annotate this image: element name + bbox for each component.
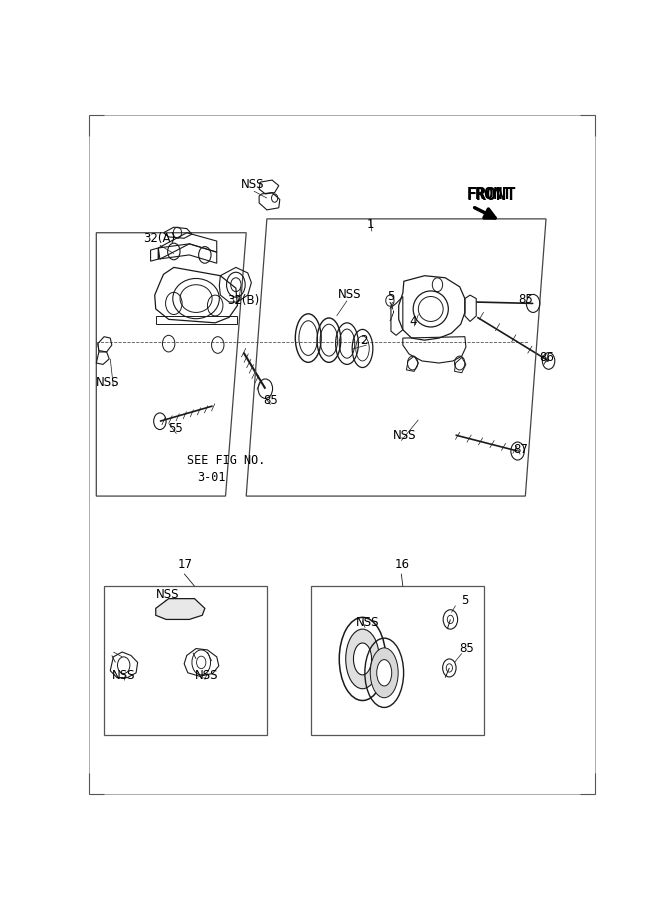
- Text: 3-01: 3-01: [197, 471, 225, 483]
- Text: NSS: NSS: [195, 669, 218, 682]
- Bar: [311, 586, 484, 735]
- Text: 2: 2: [360, 334, 368, 347]
- Text: 5: 5: [461, 594, 468, 607]
- Text: NSS: NSS: [338, 288, 362, 301]
- Text: 32(B): 32(B): [227, 294, 259, 307]
- Text: 4: 4: [409, 315, 416, 328]
- Text: NSS: NSS: [241, 178, 265, 191]
- Text: 87: 87: [514, 443, 528, 456]
- Text: 5: 5: [388, 291, 395, 303]
- Text: FRONT: FRONT: [467, 187, 512, 202]
- Ellipse shape: [354, 643, 372, 675]
- Text: FRONT: FRONT: [467, 185, 517, 203]
- Text: NSS: NSS: [356, 616, 380, 629]
- Bar: [104, 586, 267, 735]
- Text: 85: 85: [263, 394, 278, 408]
- Text: 85: 85: [519, 292, 534, 305]
- Text: NSS: NSS: [96, 375, 120, 389]
- Text: NSS: NSS: [392, 429, 416, 442]
- Text: 16: 16: [395, 558, 410, 571]
- Ellipse shape: [377, 660, 392, 686]
- Ellipse shape: [346, 629, 380, 688]
- Ellipse shape: [370, 648, 398, 698]
- Text: 1: 1: [367, 219, 374, 231]
- Text: 17: 17: [177, 558, 193, 571]
- Polygon shape: [156, 598, 205, 619]
- Text: NSS: NSS: [112, 669, 135, 682]
- Text: 32(A): 32(A): [143, 232, 175, 245]
- Text: 86: 86: [540, 351, 554, 364]
- Text: NSS: NSS: [156, 589, 179, 601]
- Text: SEE FIG NO.: SEE FIG NO.: [187, 454, 265, 467]
- Text: 85: 85: [460, 643, 474, 655]
- Text: 55: 55: [167, 422, 182, 435]
